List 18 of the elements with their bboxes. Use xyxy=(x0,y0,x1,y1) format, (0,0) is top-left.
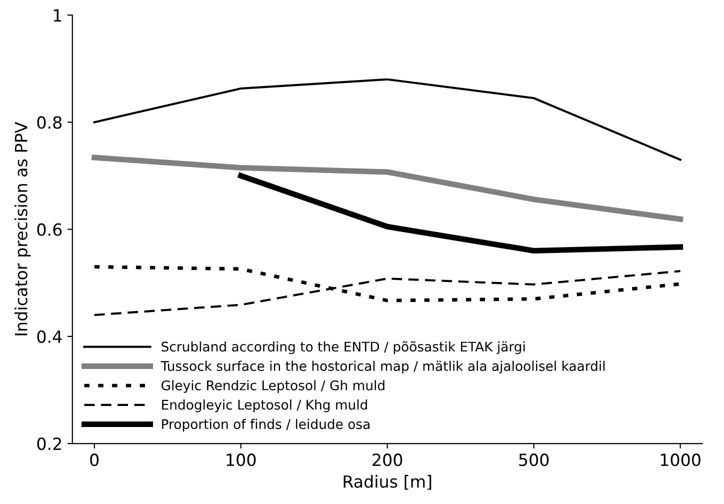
y-tick-label: 0.2 xyxy=(37,437,62,450)
x-tick-label: 1000 xyxy=(660,454,700,466)
legend-label: Scrubland according to the ENTD / põõsastik ETAK järgi xyxy=(162,341,525,354)
line-series xyxy=(93,78,682,161)
x-tick-label: 200 xyxy=(372,454,402,466)
x-tick-label: 0 xyxy=(90,454,99,466)
x-tick-label: 100 xyxy=(226,454,256,466)
legend-label: Tussock surface in the hostorical map / mätlik ala ajaloolisel kaardil xyxy=(160,360,605,374)
y-tick-label: 0.8 xyxy=(37,116,62,129)
legend-label: Proportion of finds / leidude osa xyxy=(162,418,370,432)
legend-label: Gleyic Rendzic Leptosol / Gh muld xyxy=(162,380,384,393)
legend-label: Endogleyic Leptosol / Khg muld xyxy=(162,400,367,412)
y-axis-title: Indicator precision as PPV xyxy=(14,122,31,336)
x-tick-label: 500 xyxy=(519,454,549,466)
y-tick-label: 1 xyxy=(54,9,62,22)
y-tick-label: 0.4 xyxy=(37,330,62,343)
x-axis-title: Radius [m] xyxy=(344,474,432,490)
y-tick-label: 0.6 xyxy=(37,223,62,236)
